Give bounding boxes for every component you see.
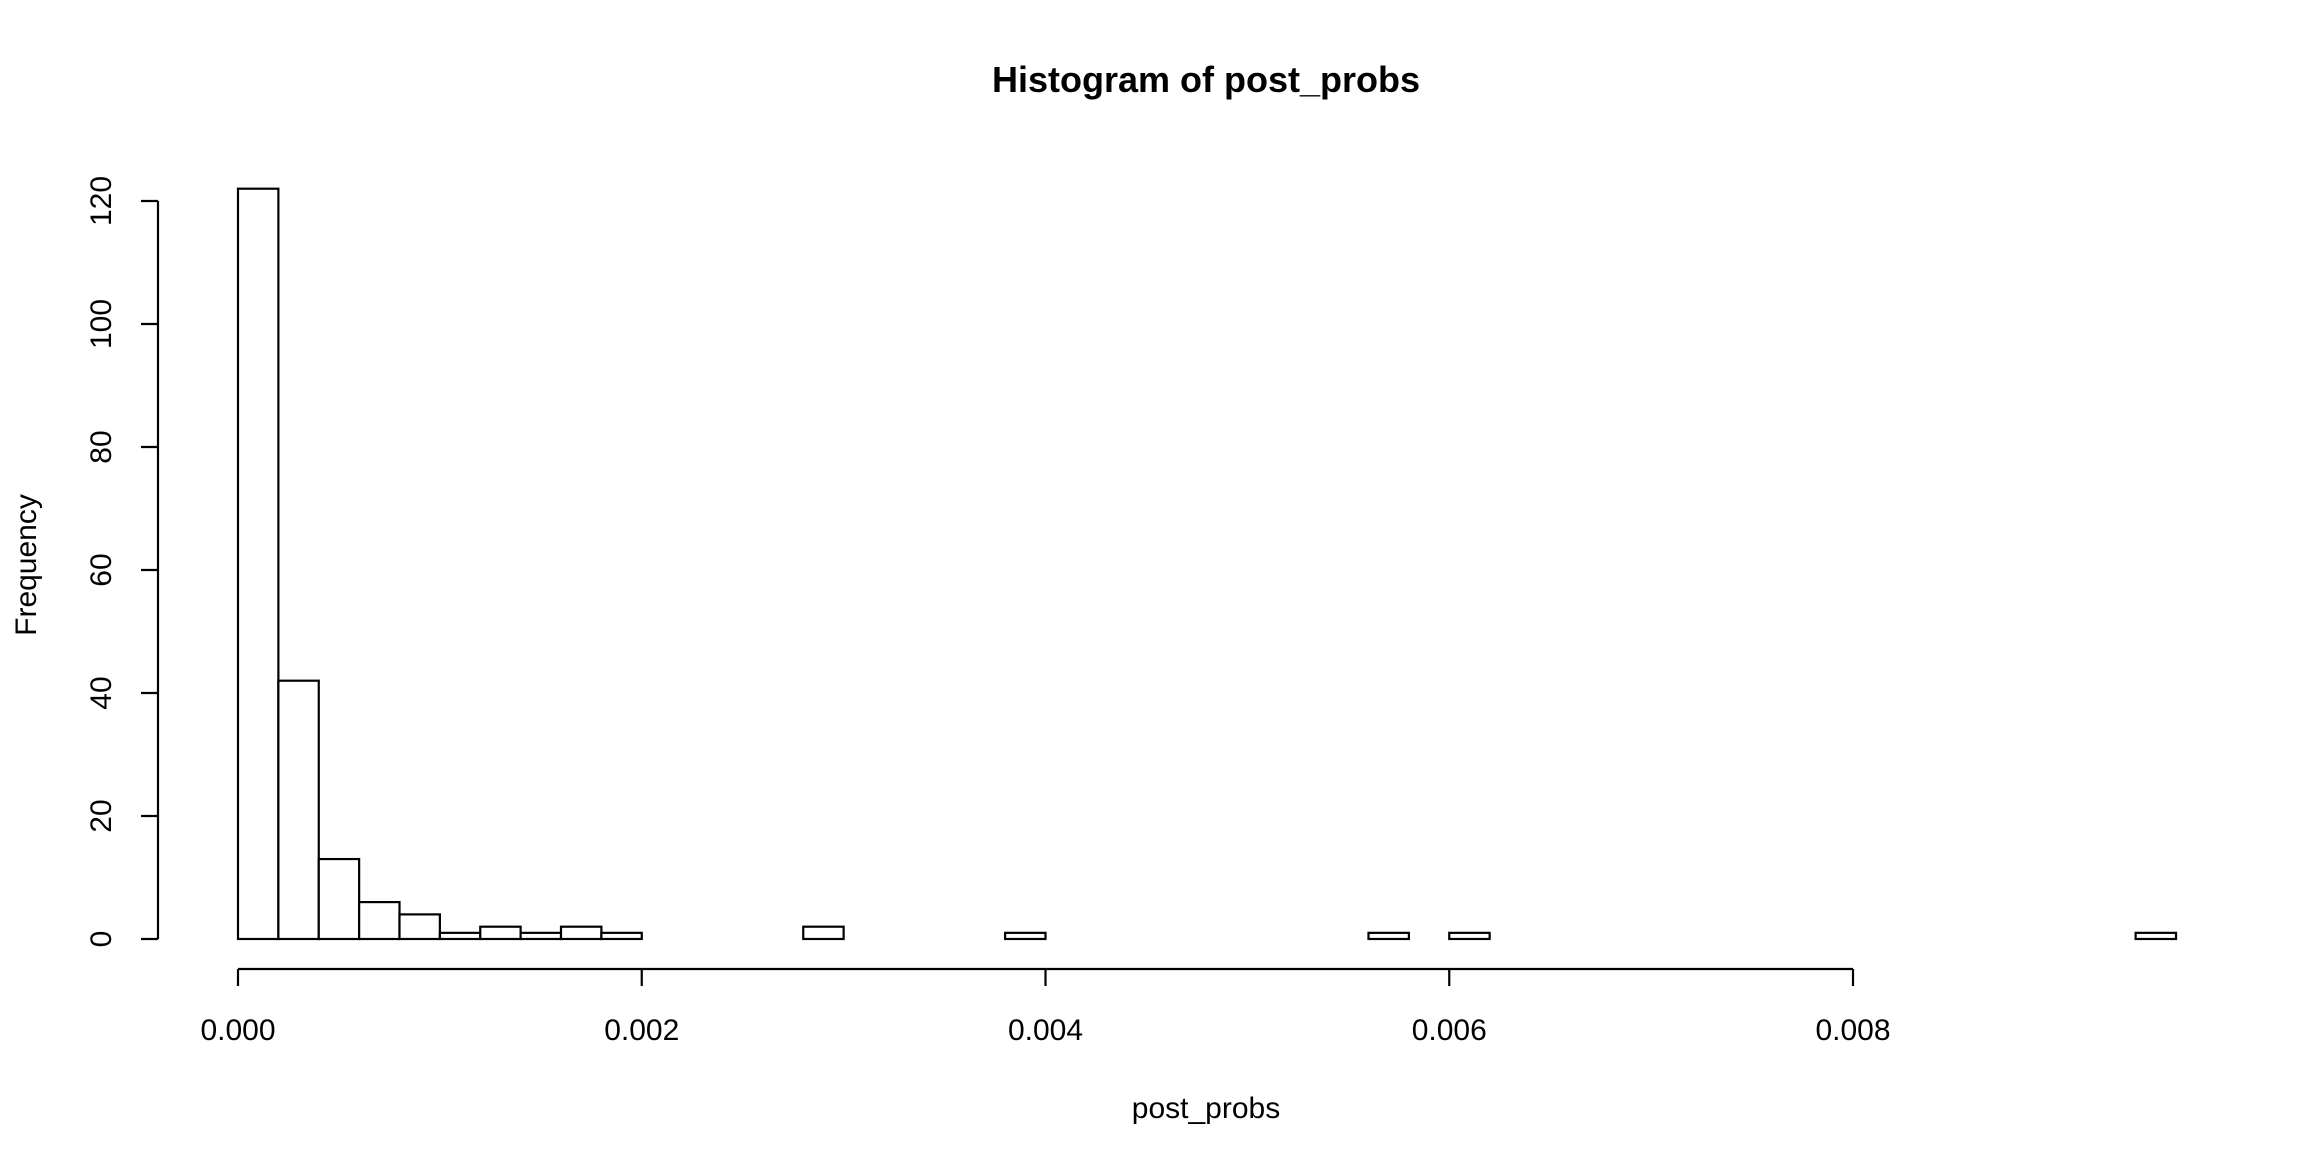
x-tick-label: 0.006 (1412, 1014, 1487, 1047)
x-tick-label: 0.004 (1008, 1014, 1083, 1047)
y-axis: 0 20 40 60 80 100 120 (85, 176, 160, 948)
histogram-bar (559, 925, 603, 941)
histogram-bar (398, 913, 441, 941)
x-tick-label: 0.008 (1815, 1014, 1890, 1047)
y-tick-label: 20 (85, 799, 118, 832)
x-axis-label: post_probs (1132, 1092, 1280, 1125)
x-tick-label: 0.000 (200, 1014, 275, 1047)
y-tick-label: 60 (85, 553, 118, 586)
histogram-bar (802, 925, 845, 941)
y-tick-label: 0 (85, 931, 118, 948)
x-axis: 0.000 0.002 0.004 0.006 0.008 (200, 967, 1891, 1047)
histogram-bar (1367, 931, 1410, 941)
histogram-bar (519, 931, 563, 941)
histogram-bar (438, 931, 482, 941)
histogram-bar (1448, 931, 1491, 941)
histogram-bar (277, 679, 320, 941)
y-axis-label: Frequency (10, 494, 43, 636)
y-tick-label: 40 (85, 676, 118, 709)
x-tick-label: 0.002 (604, 1014, 679, 1047)
histogram-bar (236, 187, 280, 941)
histogram-bar (2134, 931, 2178, 941)
histogram-bar (358, 900, 401, 941)
chart-title: Histogram of post_probs (992, 59, 1420, 100)
y-tick-label: 100 (85, 299, 118, 349)
y-tick-label: 120 (85, 176, 118, 226)
histogram-bar (600, 931, 643, 941)
y-tick-label: 80 (85, 430, 118, 463)
histogram-bar (1004, 931, 1047, 941)
histogram-bar (317, 857, 361, 941)
histogram-bars (236, 187, 2178, 941)
histogram-bar (479, 925, 522, 941)
